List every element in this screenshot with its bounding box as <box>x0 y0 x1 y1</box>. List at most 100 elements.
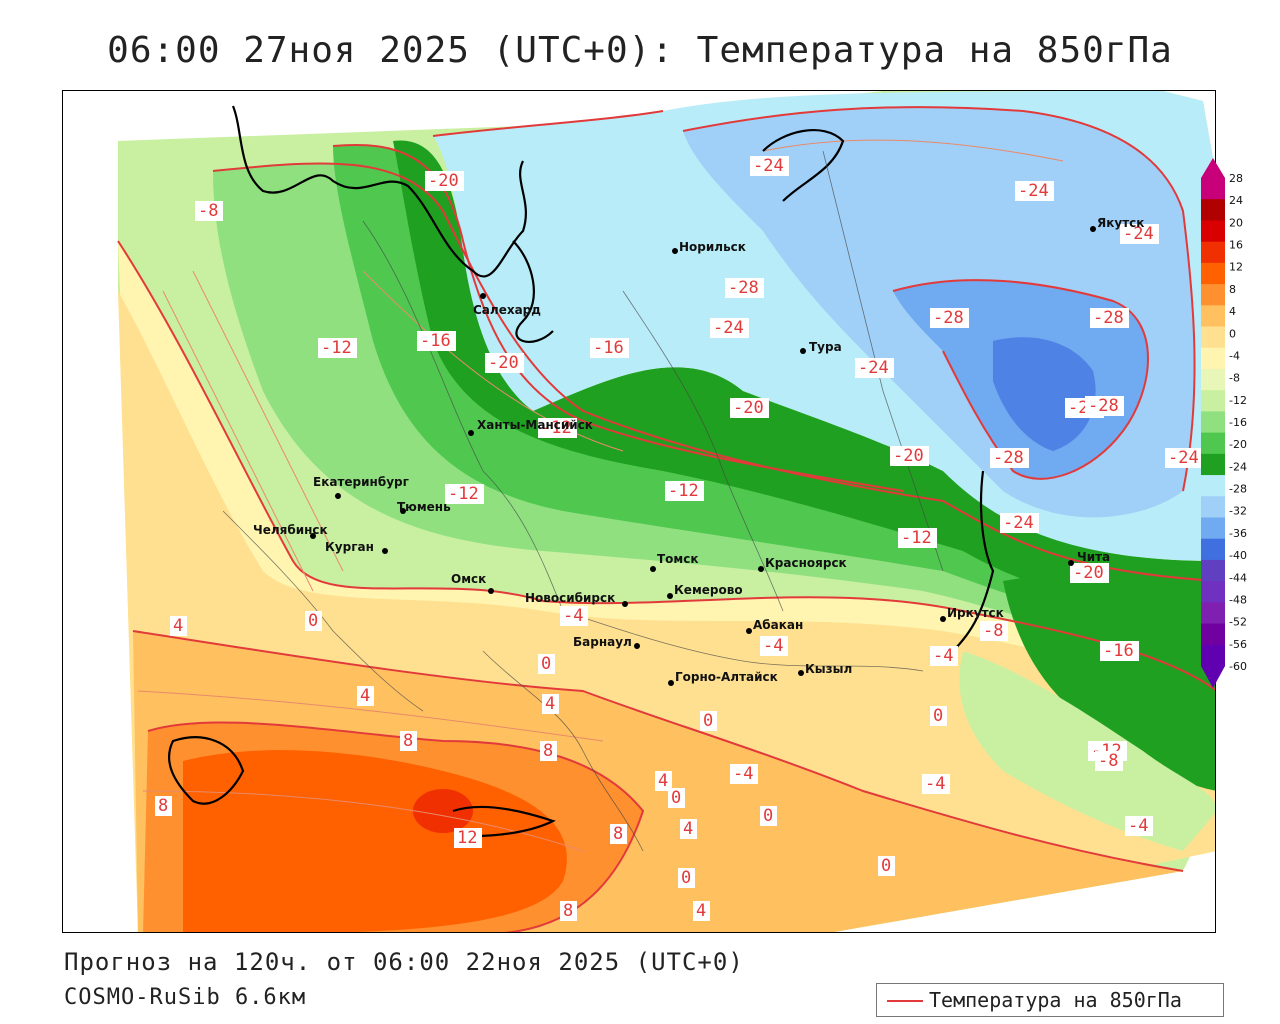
colorbar-tick-label: -52 <box>1229 616 1247 629</box>
contour-label-bg <box>1085 396 1124 416</box>
city-marker <box>480 293 486 299</box>
city-label: Чита <box>1077 550 1110 564</box>
colorbar-tick-label: -36 <box>1229 527 1247 540</box>
contour-label: -4 <box>563 606 583 626</box>
model-name: COSMO-RuSib 6.6км <box>64 985 307 1010</box>
contour-label-bg <box>1070 563 1109 583</box>
colorbar-swatch <box>1201 326 1225 349</box>
city-label: Омск <box>451 572 486 586</box>
contour-label-bg <box>305 611 322 631</box>
contour-label-bg <box>425 171 464 191</box>
city-label: Тюмень <box>397 500 451 514</box>
contour-label: -12 <box>321 338 352 358</box>
contour-label: -20 <box>428 171 459 191</box>
city-label: Курган <box>325 540 374 554</box>
contour-label: -24 <box>1003 513 1034 533</box>
contour-label: 8 <box>158 796 168 816</box>
colorbar-tick-label: 0 <box>1229 327 1236 340</box>
contour-label-bg <box>855 358 894 378</box>
colorbar-tick-label: -44 <box>1229 571 1247 584</box>
colorbar-tick-label: -20 <box>1229 438 1247 451</box>
contour-label: -20 <box>893 446 924 466</box>
contour-label-bg <box>538 654 555 674</box>
contour-label-bg <box>610 824 627 844</box>
colorbar-swatch <box>1201 262 1225 285</box>
contour-label-bg <box>750 156 789 176</box>
colorbar-tick-label: -24 <box>1229 460 1247 473</box>
colorbar-tick-label: -28 <box>1229 483 1247 496</box>
contour-label: 12 <box>457 828 477 848</box>
city-label: Иркутск <box>947 606 1004 620</box>
city-label: Барнаул <box>573 635 632 649</box>
contour-label-bg <box>1125 816 1153 836</box>
contour-label-bg <box>357 686 374 706</box>
colorbar-swatch <box>1201 284 1225 306</box>
contour-label-bg <box>485 353 524 373</box>
contour-label: -24 <box>713 318 744 338</box>
contour-label: -4 <box>1128 816 1148 836</box>
city-marker <box>400 508 406 514</box>
contour-label: -24 <box>753 156 784 176</box>
contour-label-bg <box>878 856 895 876</box>
contour-label: 8 <box>563 901 573 921</box>
colorbar-tick-label: -48 <box>1229 593 1247 606</box>
contour-label: -12 <box>901 528 932 548</box>
contour-label-bg <box>540 741 557 761</box>
city-label: Красноярск <box>765 556 847 570</box>
contour-label-bg <box>1015 181 1054 201</box>
zone-minus32 <box>993 337 1096 451</box>
contour-label-bg <box>665 481 704 501</box>
contour-label-bg <box>930 308 969 328</box>
city-label: Кызыл <box>805 662 852 676</box>
contour-label-bg <box>1100 641 1139 661</box>
contour-label: -28 <box>728 278 759 298</box>
contour-label: -8 <box>983 621 1003 641</box>
contour-label: 8 <box>403 731 413 751</box>
contour-label-bg <box>1165 448 1204 468</box>
contour-label: -28 <box>993 448 1024 468</box>
contour-label-bg <box>195 201 223 221</box>
city-marker <box>622 601 628 607</box>
contour-label: 0 <box>671 788 681 808</box>
colorbar-swatch <box>1201 559 1225 582</box>
contour-label-bg <box>1090 308 1129 328</box>
city-label: Салехард <box>473 303 541 317</box>
colorbar-swatch <box>1201 241 1225 264</box>
contour-label: -8 <box>1098 751 1118 771</box>
city-label: Челябинск <box>253 523 328 537</box>
contour-label: -24 <box>858 358 889 378</box>
contour-label-bg <box>680 819 697 839</box>
city-label: Томск <box>657 552 699 566</box>
city-label: Ханты-Мансийск <box>477 418 593 432</box>
contour-label: -8 <box>198 201 218 221</box>
colorbar-swatch <box>1201 475 1225 497</box>
city-label: Новосибирск <box>525 591 615 605</box>
contour-label-bg <box>730 764 758 784</box>
contour-label: -24 <box>1018 181 1049 201</box>
contour-label: 4 <box>360 686 370 706</box>
city-marker <box>672 248 678 254</box>
colorbar-swatch <box>1201 305 1225 328</box>
contour-label: -4 <box>763 636 783 656</box>
colorbar-swatch <box>1201 517 1225 540</box>
contour-label: -4 <box>733 764 753 784</box>
contour-label-bg <box>678 868 695 888</box>
contour-label-bg <box>730 398 769 418</box>
city-label: Екатеринбург <box>313 475 409 489</box>
contour-label: -28 <box>1088 396 1119 416</box>
colorbar-tick-label: 24 <box>1229 194 1243 207</box>
city-label: Норильск <box>679 240 746 254</box>
contour-label-bg <box>990 448 1029 468</box>
contour-label: -28 <box>1093 308 1124 328</box>
colorbar-tick-label: 28 <box>1229 172 1243 185</box>
colorbar-swatch <box>1201 496 1225 518</box>
contour-label-bg <box>560 606 588 626</box>
city-marker <box>798 670 804 676</box>
contour-label: -16 <box>1103 641 1134 661</box>
colorbar-tick-label: -8 <box>1229 372 1240 385</box>
colorbar-swatch <box>1201 538 1225 561</box>
contour-label: 0 <box>703 711 713 731</box>
colorbar-swatch <box>1201 453 1225 476</box>
contour-label-bg <box>980 621 1008 641</box>
city-marker <box>1068 560 1074 566</box>
